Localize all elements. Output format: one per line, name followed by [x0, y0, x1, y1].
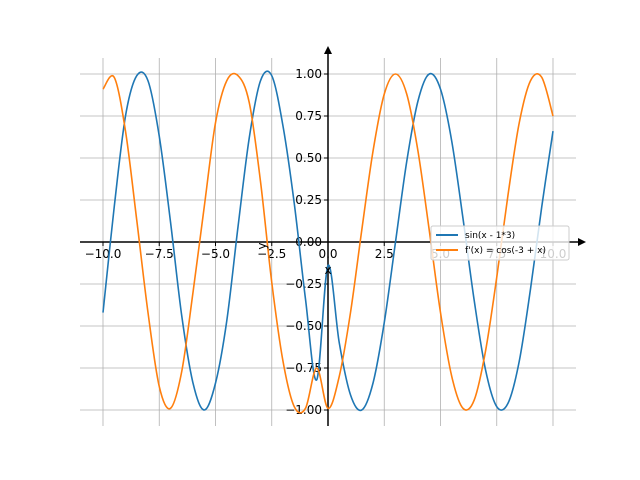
legend: sin(x - 1*3) f'(x) = cos(-3 + x) [430, 225, 570, 261]
y-axis-arrow [324, 46, 332, 54]
series-line-1 [102, 70, 554, 412]
x-tick-label: −5.0 [201, 247, 230, 261]
x-tick-label: 2.5 [375, 247, 394, 261]
x-tick-label: −7.5 [145, 247, 174, 261]
legend-box [430, 225, 570, 261]
x-axis-label: x [324, 263, 331, 277]
x-axis-arrow [578, 238, 586, 246]
y-axis-label: y [255, 242, 269, 249]
x-tick-label: 0.0 [318, 247, 337, 261]
x-tick-label: −10.0 [85, 247, 122, 261]
series-line-2 [102, 72, 554, 414]
y-tick-label: 0.25 [295, 193, 322, 207]
y-tick-label: 0.75 [295, 109, 322, 123]
series [102, 70, 554, 414]
legend-label-series-1: sin(x - 1*3) [465, 231, 515, 241]
y-tick-label: 1.00 [295, 67, 322, 81]
y-tick-label: 0.50 [295, 151, 322, 165]
y-tick-label: 0.00 [295, 235, 322, 249]
y-tick-label: −0.50 [285, 319, 322, 333]
x-tick-label: −2.5 [257, 247, 286, 261]
legend-label-series-2: f'(x) = cos(-3 + x) [465, 246, 546, 256]
